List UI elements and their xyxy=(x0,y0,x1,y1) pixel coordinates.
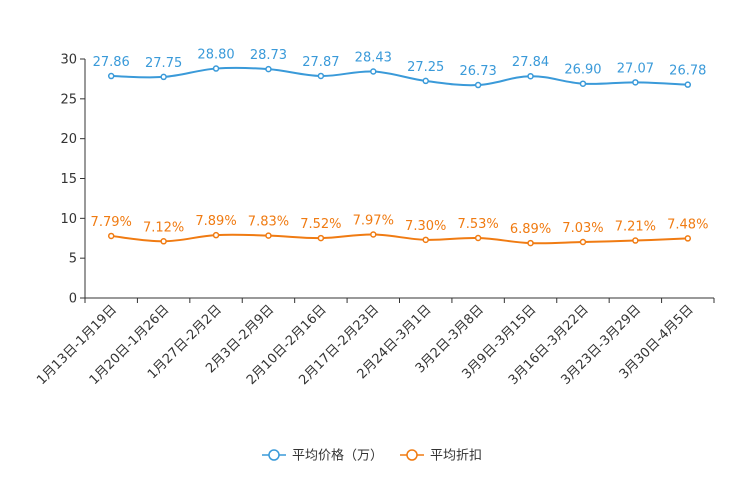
legend-item-1[interactable]: 平均价格（万） xyxy=(262,448,383,464)
legend-label: 平均折扣 xyxy=(430,449,482,464)
y-tick-label: 25 xyxy=(60,92,77,107)
data-point[interactable] xyxy=(212,65,220,72)
data-point[interactable] xyxy=(160,73,167,81)
data-label: 7.30% xyxy=(405,219,446,234)
data-label: 27.86 xyxy=(93,55,130,70)
data-label: 27.84 xyxy=(512,55,549,70)
data-label: 27.75 xyxy=(145,56,182,71)
data-point[interactable] xyxy=(160,238,167,245)
data-label: 7.48% xyxy=(667,217,708,232)
data-label: 28.80 xyxy=(197,48,234,63)
data-point[interactable] xyxy=(632,79,639,86)
legend-circle-marker xyxy=(406,449,418,461)
data-point[interactable] xyxy=(107,232,115,240)
data-label: 27.87 xyxy=(302,55,339,70)
data-label: 27.07 xyxy=(617,61,654,76)
data-label: 7.97% xyxy=(353,214,394,229)
data-point[interactable] xyxy=(265,232,272,239)
data-label: 26.90 xyxy=(564,63,601,78)
series-line xyxy=(111,233,688,245)
series-line xyxy=(111,66,688,87)
y-tick-label: 20 xyxy=(60,132,77,147)
data-point[interactable] xyxy=(579,80,587,87)
data-label: 26.73 xyxy=(460,64,497,79)
series-2: 7.79% 7.12% 7.89% 7.83% 7.52% 7.97% 7.30% 7.53%… xyxy=(91,214,708,247)
data-point[interactable] xyxy=(684,81,692,88)
data-label: 7.03% xyxy=(562,221,603,236)
data-label: 7.52% xyxy=(300,217,341,232)
data-point[interactable] xyxy=(317,234,325,242)
data-point[interactable] xyxy=(474,81,482,89)
data-point[interactable] xyxy=(317,72,325,80)
series-layer: 27.86 27.75 28.80 28.73 27.87 28.43 27.25 26.73… xyxy=(91,48,708,247)
data-point[interactable] xyxy=(212,231,220,239)
y-tick-label: 0 xyxy=(69,292,77,307)
data-point[interactable] xyxy=(632,237,639,244)
data-label: 7.79% xyxy=(91,215,132,230)
data-label: 6.89% xyxy=(510,222,551,237)
data-point[interactable] xyxy=(579,238,587,246)
data-point[interactable] xyxy=(422,236,429,244)
data-point[interactable] xyxy=(474,234,482,242)
legend-item-2[interactable]: 平均折扣 xyxy=(400,449,482,464)
data-label: 28.43 xyxy=(355,51,392,66)
data-label: 7.89% xyxy=(195,214,236,229)
data-label: 7.21% xyxy=(615,220,656,235)
data-point[interactable] xyxy=(107,72,115,80)
data-label: 26.78 xyxy=(669,64,706,79)
data-point[interactable] xyxy=(422,77,429,85)
legend-label: 平均价格（万） xyxy=(292,448,383,464)
data-label: 7.53% xyxy=(457,217,498,232)
y-tick-label: 10 xyxy=(60,212,77,227)
data-point[interactable] xyxy=(370,231,377,238)
data-point[interactable] xyxy=(370,68,377,75)
data-label: 28.73 xyxy=(250,48,287,63)
data-label: 7.83% xyxy=(248,215,289,230)
data-label: 27.25 xyxy=(407,60,444,75)
legend-circle-marker xyxy=(268,449,280,461)
legend: 平均价格（万） 平均折扣 xyxy=(262,448,482,464)
y-tick-label: 30 xyxy=(60,53,77,68)
y-tick-label: 15 xyxy=(60,172,77,187)
data-point[interactable] xyxy=(527,72,534,80)
data-label: 7.12% xyxy=(143,220,184,235)
data-point[interactable] xyxy=(684,235,692,242)
series-1: 27.86 27.75 28.80 28.73 27.87 28.43 27.25 26.73… xyxy=(93,48,706,89)
data-point[interactable] xyxy=(527,239,534,247)
y-tick-label: 5 xyxy=(69,252,77,267)
data-point[interactable] xyxy=(265,65,272,73)
